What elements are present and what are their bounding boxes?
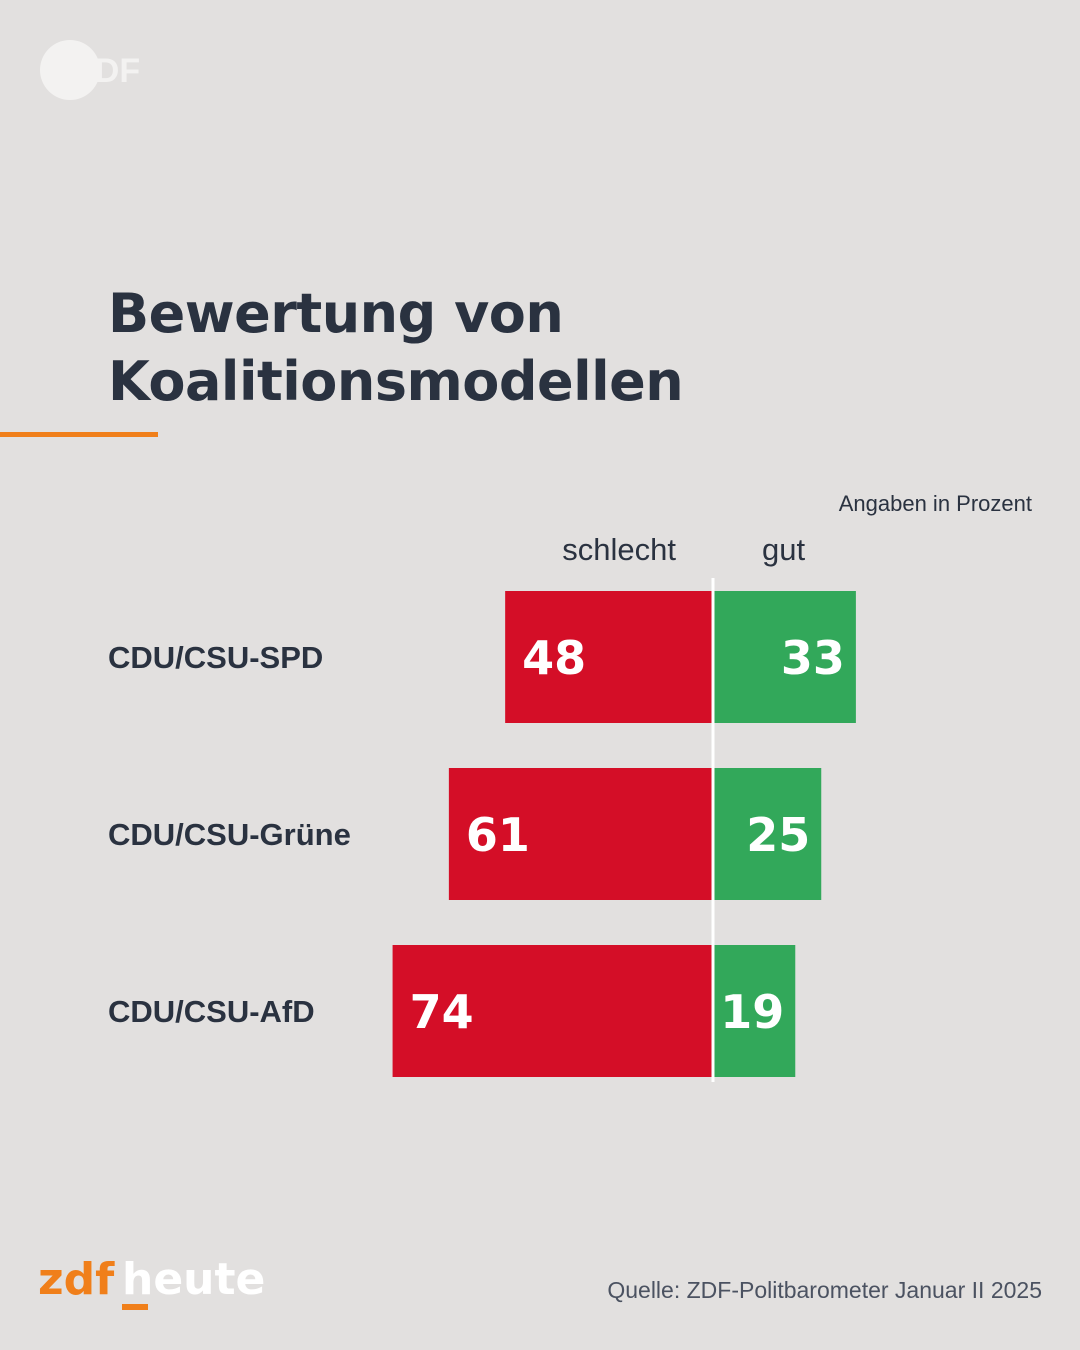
zdf-logo: ZDF	[40, 40, 140, 100]
bar-gut	[713, 768, 822, 900]
chart-title-line-1: Bewertung von	[108, 282, 564, 345]
data-label-schlecht: 61	[466, 808, 530, 862]
legend-gut: gut	[762, 532, 806, 567]
unit-note: Angaben in Prozent	[838, 491, 1032, 516]
zdfheute-logo: zdf heute	[38, 1254, 265, 1310]
data-label-schlecht: 74	[410, 985, 474, 1039]
bar-gut	[713, 945, 796, 1077]
bar-schlecht	[448, 768, 713, 900]
title-accent-line	[0, 432, 158, 437]
chart-title: Bewertung von Koalitionsmodellen	[108, 280, 684, 416]
category-label: CDU/CSU-AfD	[108, 994, 315, 1029]
data-label-gut: 25	[746, 808, 810, 862]
zdf-logo-text: ZDF	[74, 52, 140, 90]
brand-heute: heute	[122, 1254, 265, 1305]
brand-zdf: zdf	[38, 1254, 115, 1305]
data-label-gut: 19	[720, 985, 784, 1039]
source-note: Quelle: ZDF-Politbarometer Januar II 202…	[607, 1277, 1042, 1303]
bar-gut	[713, 591, 856, 723]
category-label: CDU/CSU-SPD	[108, 640, 323, 675]
chart-title-line-2: Koalitionsmodellen	[108, 350, 684, 413]
legend-schlecht: schlecht	[562, 532, 676, 567]
category-label: CDU/CSU-Grüne	[108, 817, 351, 852]
data-label-gut: 33	[781, 631, 845, 685]
bar-schlecht	[392, 945, 713, 1077]
brand-underline	[122, 1304, 148, 1310]
bar-schlecht	[505, 591, 713, 723]
data-label-schlecht: 48	[522, 631, 586, 685]
zdf-logo-circle	[40, 40, 100, 100]
